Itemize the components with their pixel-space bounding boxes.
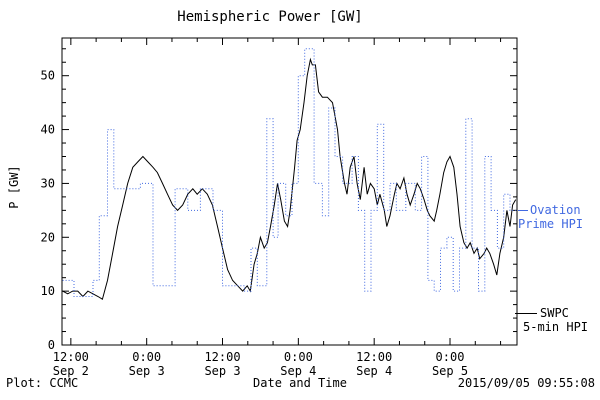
svg-text:Sep 4: Sep 4: [356, 364, 392, 378]
svg-text:20: 20: [41, 230, 55, 244]
svg-text:40: 40: [41, 123, 55, 137]
svg-text:10: 10: [41, 284, 55, 298]
svg-text:30: 30: [41, 176, 55, 190]
swpc-line-sample-icon: [515, 313, 537, 314]
legend-swpc: SWPC 5-min HPI: [515, 306, 599, 334]
svg-text:12:00: 12:00: [53, 350, 89, 364]
chart-title: Hemispheric Power [GW]: [177, 9, 363, 25]
legend-swpc-line1: SWPC: [540, 306, 569, 320]
svg-text:50: 50: [41, 69, 55, 83]
svg-text:Sep 4: Sep 4: [280, 364, 316, 378]
y-axis-label: P [GW]: [7, 165, 21, 209]
plot-source-label: Plot: CCMC: [6, 376, 79, 390]
timestamp-label: 2015/09/05 09:55:08: [457, 376, 595, 390]
svg-text:0:00: 0:00: [132, 350, 161, 364]
legend-ovation-line1: Ovation: [530, 203, 581, 217]
ovation-line-sample-icon: [518, 210, 528, 211]
legend-swpc-line2: 5-min HPI: [523, 320, 589, 334]
svg-text:12:00: 12:00: [204, 350, 240, 364]
svg-text:0: 0: [48, 338, 55, 352]
legend-ovation: Ovation Prime HPI: [518, 203, 598, 231]
svg-text:Sep 3: Sep 3: [204, 364, 240, 378]
svg-text:Sep 3: Sep 3: [129, 364, 165, 378]
x-axis-label: Date and Time: [253, 376, 347, 390]
svg-text:0:00: 0:00: [436, 350, 465, 364]
legend-ovation-line2: Prime HPI: [518, 217, 584, 231]
svg-text:Sep 2: Sep 2: [53, 364, 89, 378]
svg-text:0:00: 0:00: [284, 350, 313, 364]
svg-text:12:00: 12:00: [356, 350, 392, 364]
svg-text:Sep 5: Sep 5: [432, 364, 468, 378]
